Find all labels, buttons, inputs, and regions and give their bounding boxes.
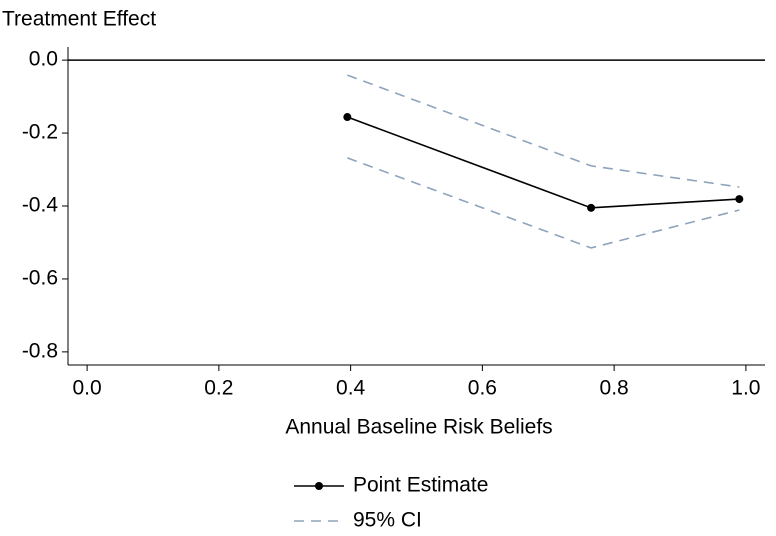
legend-marker: [315, 482, 323, 490]
y-tick-label: -0.6: [22, 266, 58, 289]
x-axis-title: Annual Baseline Risk Beliefs: [285, 416, 552, 439]
estimate-point: [735, 195, 744, 204]
y-tick-label: 0.0: [29, 48, 58, 71]
y-axis-title: Treatment Effect: [2, 8, 156, 31]
estimate-line: [347, 116, 740, 209]
x-tick-label: 0.2: [204, 377, 233, 400]
legend-label: Point Estimate: [353, 474, 488, 497]
x-tick-label: 0.0: [73, 377, 102, 400]
x-tick-label: 1.0: [731, 377, 760, 400]
x-tick-label: 0.8: [600, 377, 629, 400]
x-tick-label: 0.4: [336, 377, 366, 400]
ci-upper-line: [347, 74, 740, 188]
estimate-point: [587, 203, 596, 212]
y-tick-label: -0.8: [22, 339, 58, 362]
y-tick-label: -0.2: [22, 121, 58, 144]
ci-lower-line: [347, 157, 740, 249]
legend-label: 95% CI: [353, 509, 422, 532]
x-tick-label: 0.6: [468, 377, 497, 400]
estimate-point: [343, 113, 352, 122]
y-tick-label: -0.4: [22, 194, 59, 217]
